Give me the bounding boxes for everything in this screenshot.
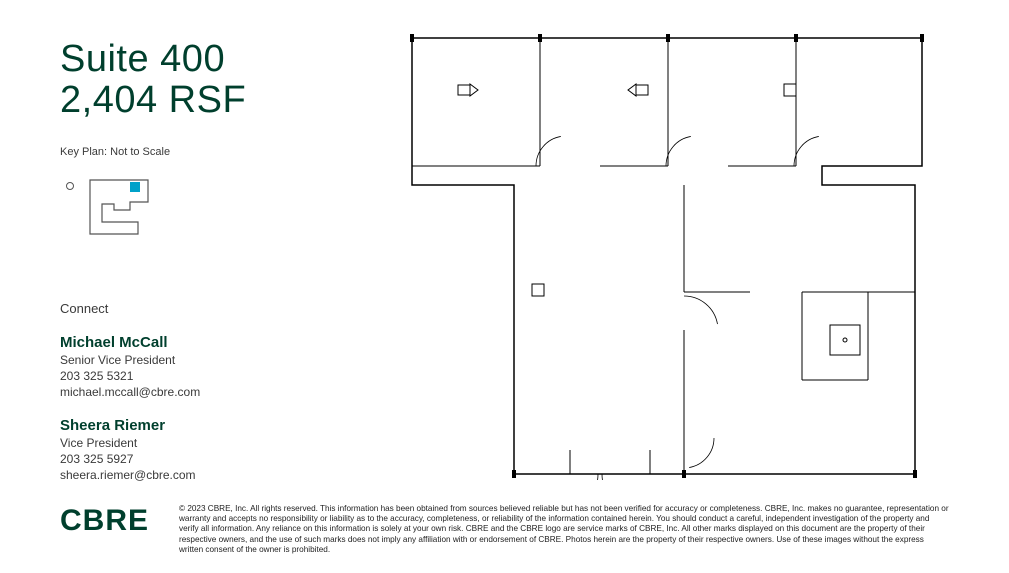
contact-email: sheera.riemer@cbre.com <box>60 468 340 482</box>
contact-email: michael.mccall@cbre.com <box>60 385 340 399</box>
legal-disclaimer: © 2023 CBRE, Inc. All rights reserved. T… <box>179 504 950 555</box>
contact-block: Michael McCall Senior Vice President 203… <box>60 334 340 399</box>
contact-name: Michael McCall <box>60 334 340 351</box>
keyplan-label: Key Plan: Not to Scale <box>60 146 340 158</box>
keyplan-diagram <box>60 168 170 248</box>
contact-title: Vice President <box>60 436 340 450</box>
floorplan-diagram <box>390 30 950 480</box>
cbre-logo: CBRE <box>60 504 149 538</box>
suite-area: 2,404 RSF <box>60 79 340 122</box>
contact-phone: 203 325 5321 <box>60 369 340 383</box>
contact-title: Senior Vice President <box>60 353 340 367</box>
left-info-panel: Suite 400 2,404 RSF Key Plan: Not to Sca… <box>60 38 340 482</box>
contact-block: Sheera Riemer Vice President 203 325 592… <box>60 417 340 482</box>
footer: CBRE © 2023 CBRE, Inc. All rights reserv… <box>60 504 950 555</box>
suite-title: Suite 400 <box>60 38 340 81</box>
contact-phone: 203 325 5927 <box>60 452 340 466</box>
connect-heading: Connect <box>60 301 340 316</box>
contact-name: Sheera Riemer <box>60 417 340 434</box>
